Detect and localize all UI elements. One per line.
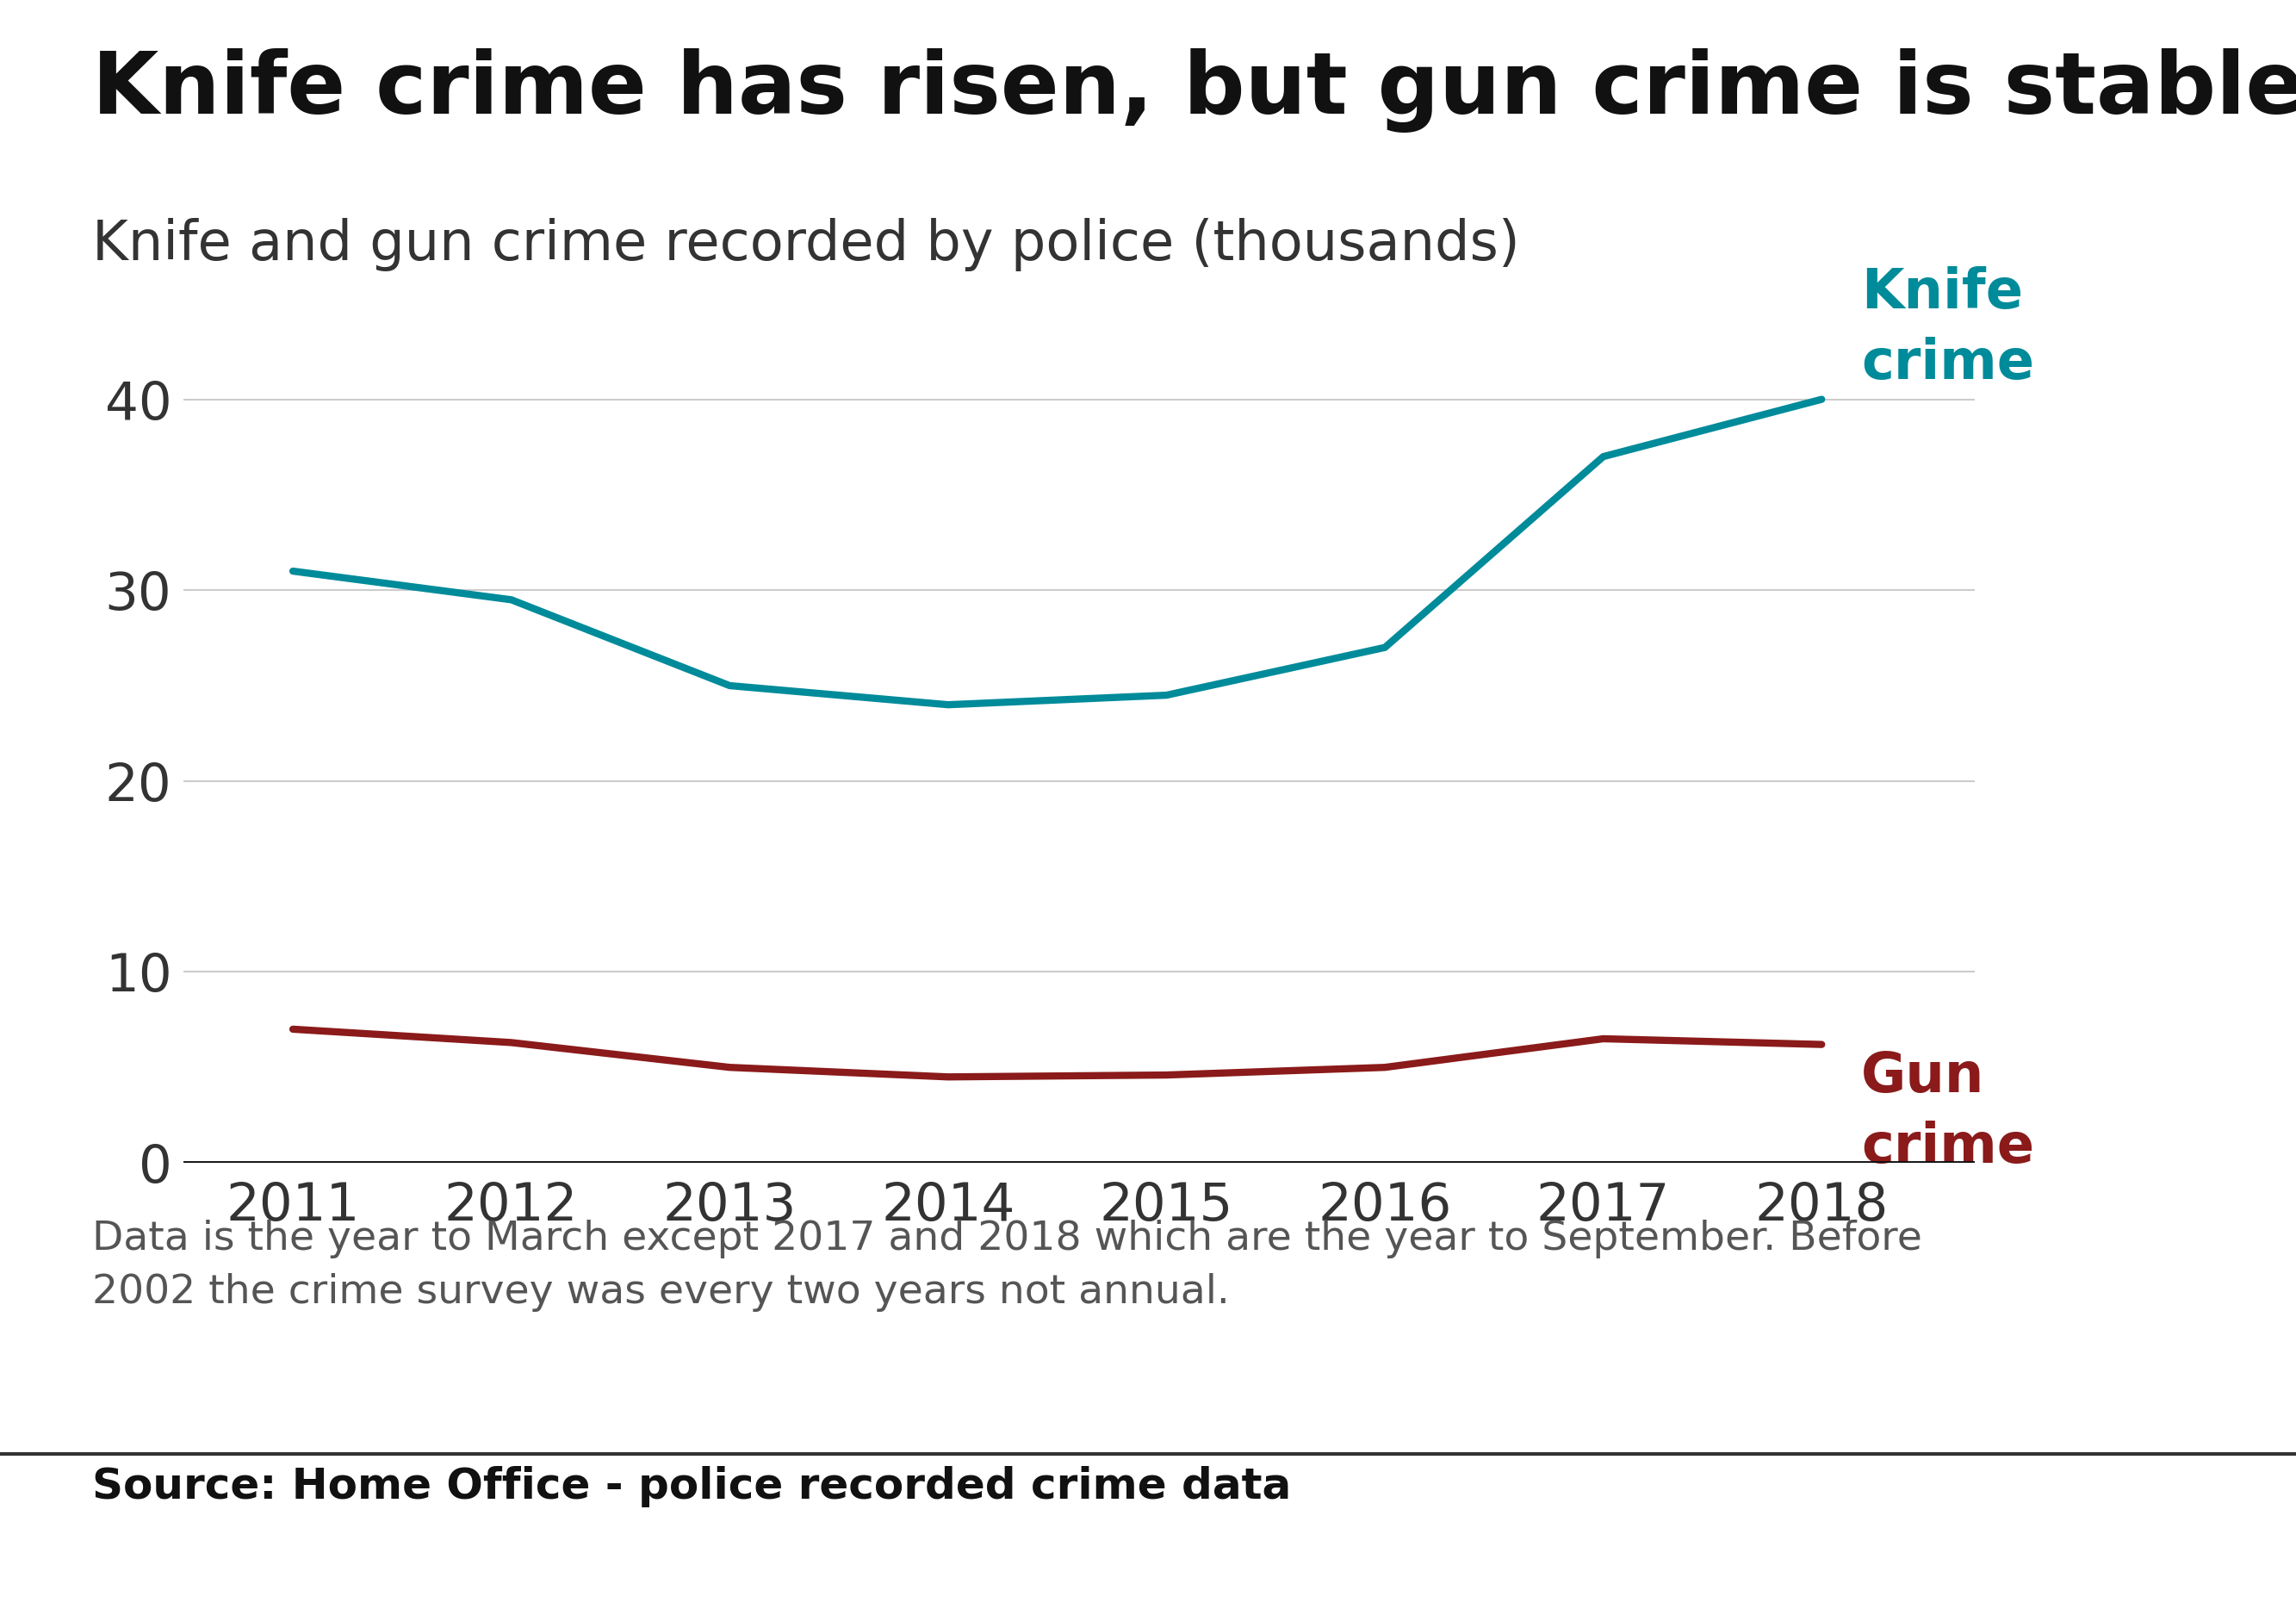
Text: Knife and gun crime recorded by police (thousands): Knife and gun crime recorded by police (… [92,218,1520,271]
Text: C: C [2213,1516,2241,1552]
Text: Data is the year to March except 2017 and 2018 which are the year to September. : Data is the year to March except 2017 an… [92,1219,1922,1311]
Text: Knife
crime: Knife crime [1862,266,2034,389]
Text: Gun
crime: Gun crime [1862,1050,2034,1174]
Text: Knife crime has risen, but gun crime is stable: Knife crime has risen, but gun crime is … [92,48,2296,132]
Text: Source: Home Office - police recorded crime data: Source: Home Office - police recorded cr… [92,1466,1290,1508]
Text: B: B [2105,1516,2133,1552]
Text: B: B [1998,1516,2025,1552]
